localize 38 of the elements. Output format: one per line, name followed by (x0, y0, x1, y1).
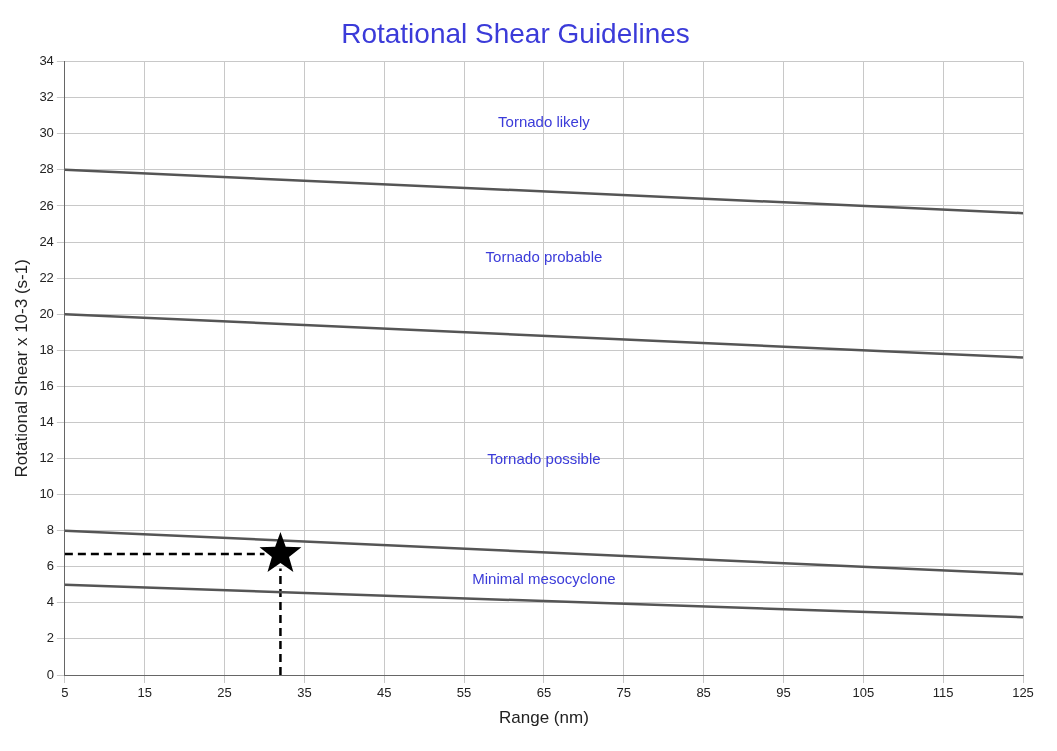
y-tick-label: 18 (39, 341, 54, 357)
x-tick-label: 65 (536, 685, 552, 701)
y-tick-label: 16 (39, 377, 54, 393)
annotation: Tornado possible (487, 450, 601, 468)
annotation: Tornado likely (498, 113, 591, 131)
annotation: Tornado probable (485, 248, 603, 266)
y-tick-label: 32 (39, 89, 54, 105)
y-tick-label: 2 (46, 630, 54, 646)
x-axis-title: Range (nm) (499, 708, 589, 728)
x-tick-label: 45 (377, 685, 392, 701)
y-tick-label: 22 (39, 269, 54, 285)
x-tick-label: 115 (932, 685, 954, 701)
y-tick-label: 6 (46, 558, 54, 574)
x-tick-label: 55 (456, 685, 472, 701)
y-tick-label: 14 (39, 414, 54, 429)
y-tick-label: 10 (39, 486, 54, 502)
x-tick-label: 75 (616, 685, 632, 701)
x-tick-label: 85 (696, 685, 711, 701)
y-axis-title: Rotational Shear x 10-3 (s-1) (11, 259, 31, 478)
y-tick-label: 30 (39, 125, 54, 141)
y-tick-label: 8 (46, 522, 54, 538)
y-tick-label: 34 (39, 53, 54, 69)
x-tick-label: 95 (776, 685, 791, 701)
x-tick-label: 5 (61, 685, 69, 701)
y-tick-label: 24 (39, 233, 54, 249)
y-tick-label: 12 (39, 450, 54, 466)
y-tick-label: 0 (46, 666, 54, 682)
y-tick-label: 4 (46, 594, 54, 610)
annotation: Minimal mesocyclone (472, 570, 616, 588)
x-tick-label: 105 (852, 685, 875, 701)
x-tick-label: 125 (1012, 685, 1034, 701)
y-tick-label: 28 (39, 161, 54, 177)
x-tick-label: 25 (217, 685, 232, 701)
y-tick-label: 20 (39, 305, 54, 321)
x-tick-label: 35 (297, 685, 312, 701)
y-tick-label: 26 (39, 197, 54, 213)
chart-title: Rotational Shear Guidelines (341, 17, 690, 49)
x-tick-label: 15 (137, 685, 152, 701)
